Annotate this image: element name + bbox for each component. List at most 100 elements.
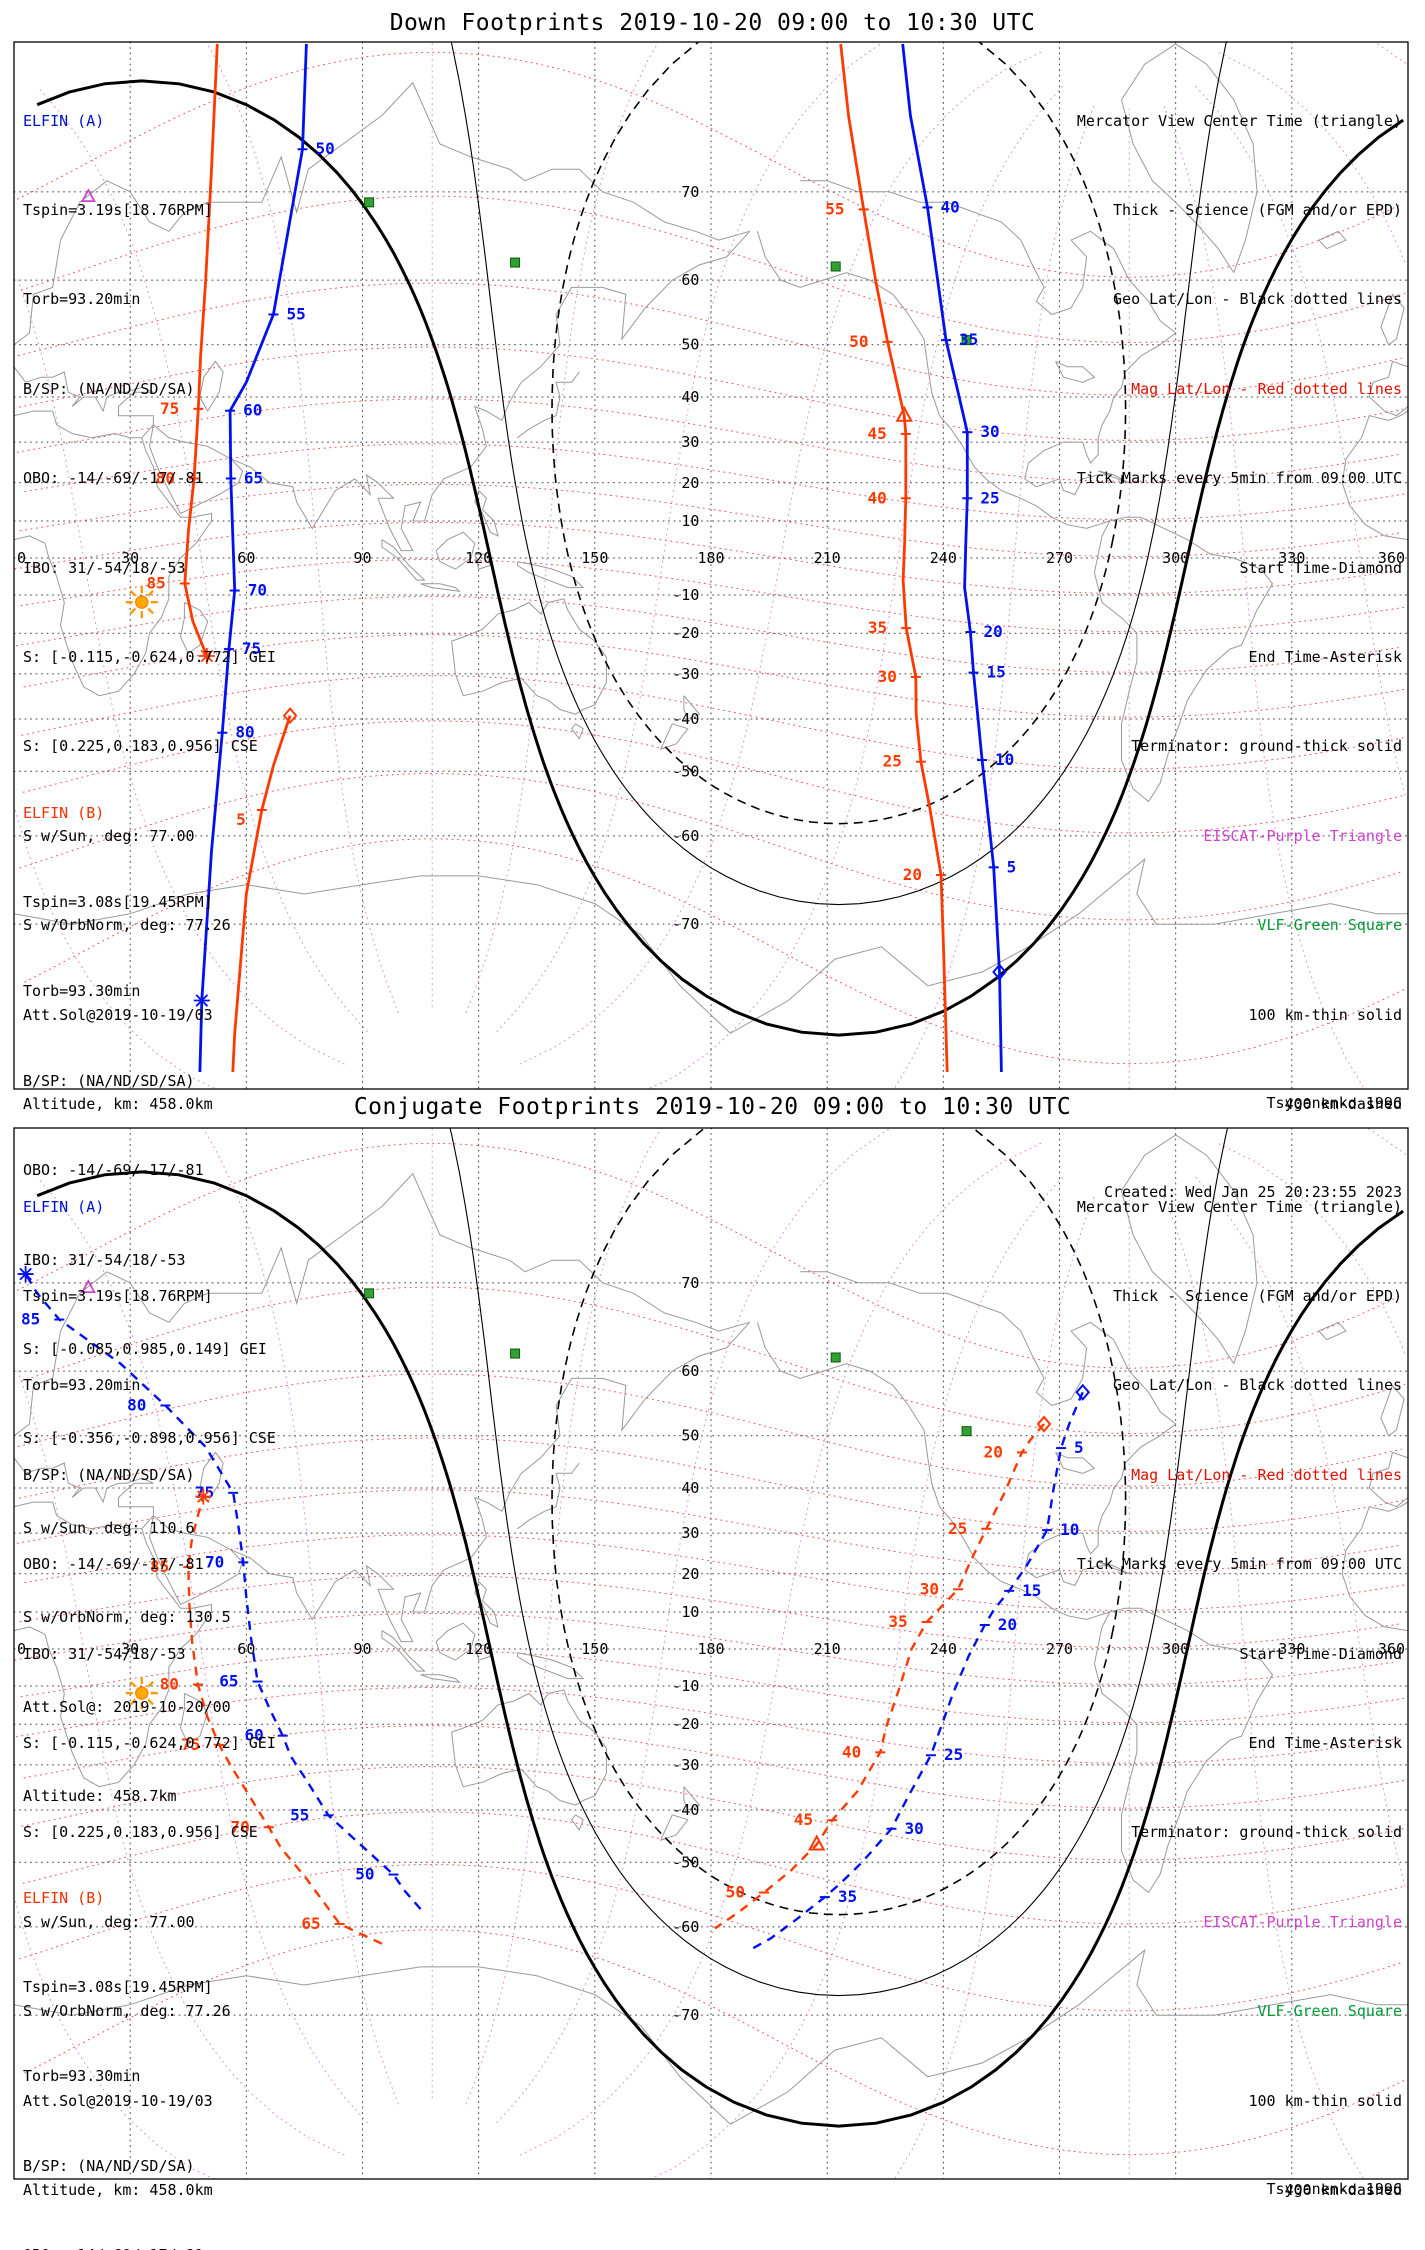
svg-text:30: 30 [121, 549, 139, 567]
svg-text:55: 55 [286, 304, 305, 323]
svg-text:80: 80 [127, 1395, 146, 1414]
legend-item: Mercator View Center Time (triangle) [1076, 1197, 1402, 1216]
svg-text:25: 25 [948, 1519, 967, 1538]
credits-bottom: Tsyganenko-1996 Created: Wed Jan 25 20:2… [1104, 2115, 1402, 2250]
elfin-b-line: Tspin=3.08s[19.45RPM] [23, 892, 213, 911]
svg-text:-40: -40 [672, 1801, 699, 1819]
legend-item: Geo Lat/Lon - Black dotted lines [1113, 1376, 1402, 1395]
svg-text:20: 20 [983, 622, 1002, 641]
svg-text:20: 20 [681, 474, 699, 492]
elfin-a-line: Att.Sol@2019-10-19/03 [23, 1005, 213, 1024]
elfin-a-line: Tspin=3.19s[18.76RPM] [23, 1286, 213, 1305]
svg-text:0: 0 [17, 549, 26, 567]
svg-text:80: 80 [235, 723, 254, 742]
svg-text:65: 65 [219, 1672, 238, 1691]
model-name: Tsyganenko-1996 [1266, 2179, 1402, 2198]
legend-item: VLF-Green Square [1257, 916, 1403, 935]
elfin-b-header: ELFIN (B) [23, 803, 105, 822]
svg-text:75: 75 [160, 399, 179, 418]
svg-text:70: 70 [681, 1274, 699, 1292]
elfin-b-line: B/SP: (NA/ND/SD/SA) [23, 2156, 195, 2175]
panel-border [13, 41, 1409, 1090]
legend-item: EISCAT-Purple Triangle [1203, 1912, 1402, 1931]
svg-text:330: 330 [1278, 549, 1305, 567]
svg-text:270: 270 [1046, 549, 1073, 567]
elfin-b-line: Tspin=3.08s[19.45RPM] [23, 1977, 213, 1996]
legend-item: EISCAT-Purple Triangle [1203, 826, 1402, 845]
elfin-a-info-top: ELFIN (A) Tspin=3.19s[18.76RPM] Torb=93.… [23, 47, 276, 1179]
elfin-a-line: OBO: -14/-69/-17/-81 [23, 469, 204, 488]
svg-text:10: 10 [995, 750, 1014, 769]
elfin-a-info-bottom: ELFIN (A) Tspin=3.19s[18.76RPM] Torb=93.… [23, 1133, 276, 2250]
svg-text:360: 360 [1378, 1640, 1405, 1658]
svg-text:30: 30 [904, 1819, 923, 1838]
svg-text:80: 80 [156, 468, 175, 487]
svg-text:10: 10 [681, 512, 699, 530]
elfin-a-line: S: [-0.115,-0.624,0.772] GEI [23, 1733, 276, 1752]
svg-text:120: 120 [465, 1640, 492, 1658]
elfin-a-line: S w/Sun, deg: 77.00 [23, 1912, 195, 1931]
svg-text:20: 20 [681, 1565, 699, 1583]
svg-text:330: 330 [1278, 1640, 1305, 1658]
svg-text:270: 270 [1046, 1640, 1073, 1658]
svg-text:30: 30 [980, 422, 999, 441]
coastlines [14, 1134, 1408, 2125]
svg-text:75: 75 [181, 1735, 200, 1754]
svg-text:60: 60 [237, 549, 255, 567]
elfin-b-line: S w/Sun, deg: 110.6 [23, 1518, 195, 1537]
sun-icon [125, 586, 158, 619]
svg-text:90: 90 [353, 1640, 371, 1658]
svg-text:30: 30 [121, 1640, 139, 1658]
svg-text:210: 210 [814, 549, 841, 567]
svg-text:25: 25 [883, 752, 902, 771]
panel-conjugate-title: Conjugate Footprints 2019-10-20 09:00 to… [353, 1094, 1072, 1120]
satellite-tracks: 5 10 15 20 25 30 35 50 55 60 65 70 75 80 85 20 25 30 35 40 4… [17, 1266, 1091, 1952]
elfin-a-line: Altitude, km: 458.0km [23, 1094, 213, 1113]
svg-text:35: 35 [888, 1612, 907, 1631]
svg-text:70: 70 [248, 581, 267, 600]
elfin-b-info-bottom: ELFIN (B) Tspin=3.08s[19.45RPM] Torb=93.… [23, 1824, 276, 2250]
elfin-a-header: ELFIN (A) [23, 111, 105, 130]
mag-grid [14, 42, 1408, 1089]
svg-text:360: 360 [1378, 549, 1405, 567]
svg-text:20: 20 [903, 865, 922, 884]
ground-stations [80, 1279, 972, 1437]
panel-map-down: 0 30 60 90 120 150 180 210 240 270 300 330 360 70 60 50… [14, 42, 1408, 1089]
legend-item: 100 km-thin solid [1248, 2091, 1402, 2110]
elfin-a-line: Altitude, km: 458.0km [23, 2180, 213, 2199]
legend-item: Thick - Science (FGM and/or EPD) [1113, 1286, 1402, 1305]
svg-text:40: 40 [868, 488, 887, 507]
svg-text:50: 50 [681, 1427, 699, 1445]
svg-text:150: 150 [581, 1640, 608, 1658]
elfin-a-line: Att.Sol@2019-10-19/03 [23, 2091, 213, 2110]
legend-item: Terminator: ground-thick solid [1131, 737, 1402, 756]
svg-text:50: 50 [726, 1883, 745, 1902]
mag-grid [14, 1128, 1408, 2179]
svg-text:5: 5 [1007, 857, 1017, 876]
satellite-tracks: 5 10 15 20 25 30 35 40 50 55 60 65 70 75 80 5 20 25 30 35 40… [146, 43, 1017, 1073]
svg-text:240: 240 [930, 549, 957, 567]
svg-text:180: 180 [697, 549, 724, 567]
svg-text:240: 240 [930, 1640, 957, 1658]
legend-item: Start Time-Diamond [1239, 558, 1402, 577]
elfin-b-info-top: ELFIN (B) Tspin=3.08s[19.45RPM] Torb=93.… [23, 739, 276, 1871]
svg-text:30: 30 [878, 667, 897, 686]
elfin-b-line: OBO: -14/-69/-17/-81 [23, 1161, 204, 1180]
elfin-b-line: Altitude: 458.7km [23, 1786, 177, 1805]
svg-text:-70: -70 [672, 2006, 699, 2024]
legend-item: Geo Lat/Lon - Black dotted lines [1113, 290, 1402, 309]
svg-text:0: 0 [17, 1640, 26, 1658]
elfin-a-line: Torb=93.20min [23, 1376, 141, 1395]
elfin-b-header: ELFIN (B) [23, 1888, 105, 1907]
geo-grid [14, 1128, 1408, 2179]
elfin-a-line: IBO: 31/-54/18/-53 [23, 1644, 186, 1663]
elfin-a-line: B/SP: (NA/ND/SD/SA) [23, 379, 195, 398]
svg-text:180: 180 [697, 1640, 724, 1658]
svg-text:210: 210 [814, 1640, 841, 1658]
terminator-curves [36, 42, 1404, 1037]
svg-text:5: 5 [1074, 1438, 1084, 1457]
legend-item: Tick Marks every 5min from 09:00 UTC [1076, 1555, 1402, 1574]
svg-text:150: 150 [581, 549, 608, 567]
svg-text:20: 20 [998, 1615, 1017, 1634]
panel-border [13, 1127, 1409, 2180]
